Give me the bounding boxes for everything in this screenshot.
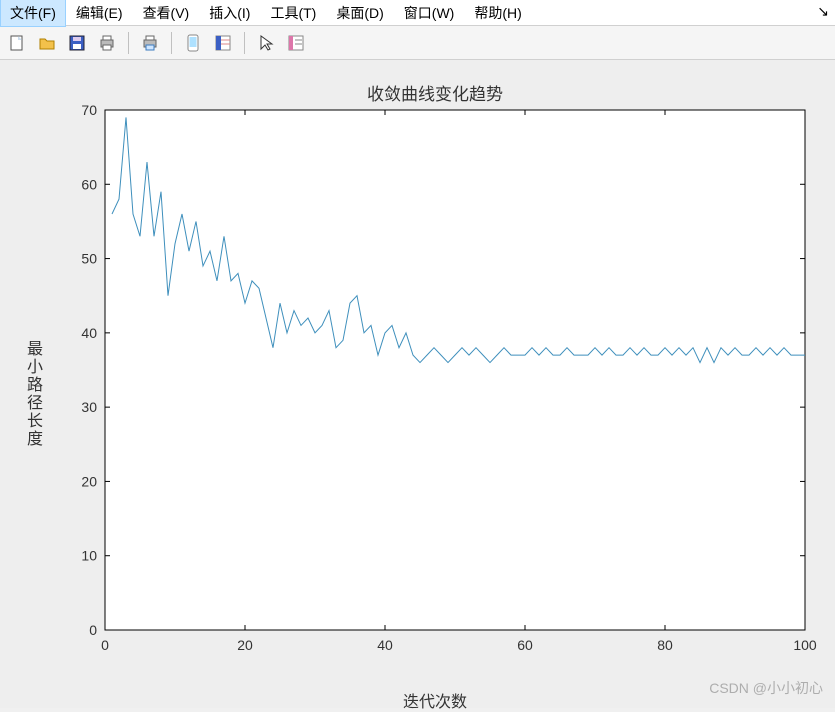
menu-desktop[interactable]: 桌面(D)	[326, 0, 393, 27]
svg-text:60: 60	[517, 637, 533, 653]
device-icon[interactable]	[180, 30, 206, 56]
new-file-icon[interactable]	[4, 30, 30, 56]
print-icon[interactable]	[94, 30, 120, 56]
cursor-icon[interactable]	[253, 30, 279, 56]
line-chart: 010203040506070020406080100	[50, 80, 820, 680]
menu-overflow-icon[interactable]: ↘	[817, 3, 829, 20]
toolbar-separator	[171, 32, 172, 54]
svg-text:10: 10	[81, 548, 97, 564]
toolbar-separator	[244, 32, 245, 54]
open-file-icon[interactable]	[34, 30, 60, 56]
menu-insert[interactable]: 插入(I)	[199, 0, 260, 27]
figure-area: 收敛曲线变化趋势 最小路径长度 010203040506070020406080…	[0, 60, 835, 708]
menu-window[interactable]: 窗口(W)	[394, 0, 465, 27]
svg-text:100: 100	[793, 637, 817, 653]
svg-text:40: 40	[377, 637, 393, 653]
svg-text:30: 30	[81, 399, 97, 415]
menu-tools[interactable]: 工具(T)	[260, 0, 326, 27]
watermark-text: CSDN @小小初心	[709, 678, 823, 698]
svg-text:80: 80	[657, 637, 673, 653]
svg-text:0: 0	[101, 637, 109, 653]
menu-edit[interactable]: 编辑(E)	[66, 0, 133, 27]
plot-container: 收敛曲线变化趋势 最小路径长度 010203040506070020406080…	[50, 80, 820, 708]
svg-text:0: 0	[89, 622, 97, 638]
save-icon[interactable]	[64, 30, 90, 56]
menu-view[interactable]: 查看(V)	[133, 0, 200, 27]
menu-file[interactable]: 文件(F)	[0, 0, 66, 27]
menu-bar: 文件(F) 编辑(E) 查看(V) 插入(I) 工具(T) 桌面(D) 窗口(W…	[0, 0, 835, 26]
svg-text:60: 60	[81, 176, 97, 192]
toolbar-separator	[128, 32, 129, 54]
layout-panel-icon[interactable]	[210, 30, 236, 56]
print-figure-icon[interactable]	[137, 30, 163, 56]
chart-title: 收敛曲线变化趋势	[50, 80, 820, 105]
svg-text:40: 40	[81, 325, 97, 341]
toolbar	[0, 26, 835, 60]
menu-help[interactable]: 帮助(H)	[464, 0, 531, 27]
chart-xlabel: 迭代次数	[50, 688, 820, 712]
insert-legend-icon[interactable]	[283, 30, 309, 56]
chart-ylabel: 最小路径长度	[20, 340, 44, 448]
svg-text:50: 50	[81, 251, 97, 267]
svg-text:20: 20	[237, 637, 253, 653]
svg-text:20: 20	[81, 473, 97, 489]
